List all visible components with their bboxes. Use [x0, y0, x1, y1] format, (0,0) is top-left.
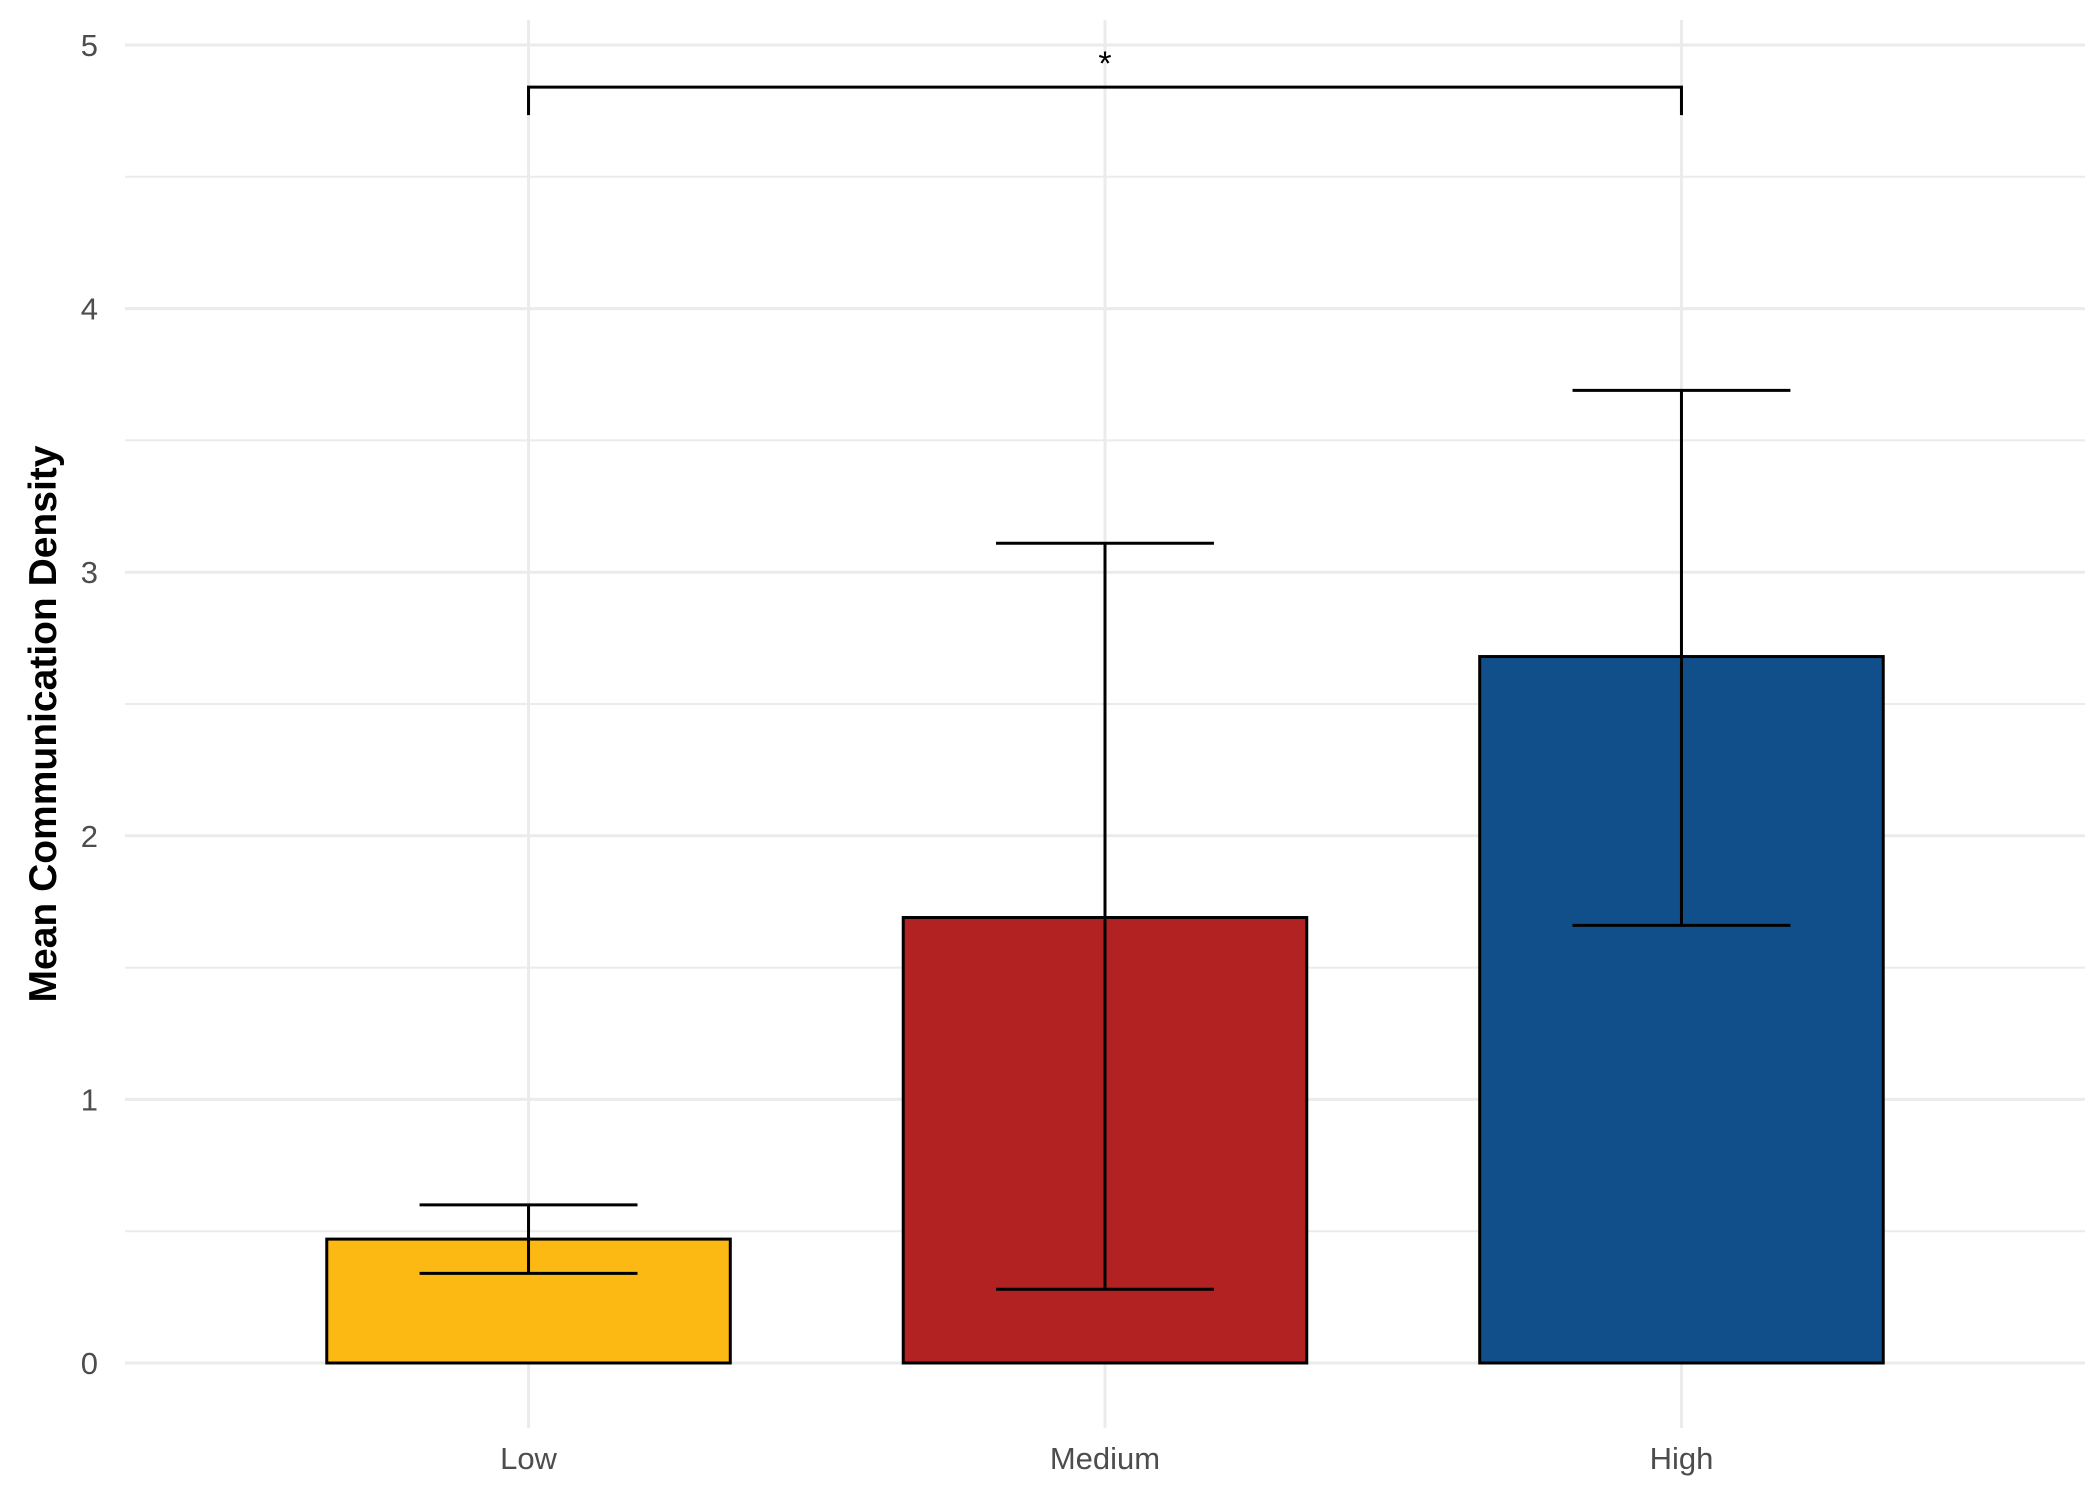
x-tick-label-medium: Medium: [1050, 1441, 1160, 1476]
y-axis-title: Mean Communication Density: [22, 445, 65, 1002]
significance-label: *: [1098, 45, 1111, 83]
error-bar-high: [1572, 388, 1791, 927]
error-bar-low: [419, 1203, 638, 1275]
significance-bracket: *: [527, 45, 1683, 116]
x-tick-label-high: High: [1650, 1441, 1714, 1476]
error-bars: [419, 388, 1791, 1291]
y-tick-label: 0: [81, 1346, 98, 1381]
error-bar-medium: [996, 541, 1214, 1291]
significance-bracket-line: [527, 85, 1683, 116]
y-tick-label: 1: [81, 1082, 98, 1117]
x-tick-label-low: Low: [500, 1441, 557, 1476]
tick-labels: 0 1 2 3 4 5 Low Medium High: [81, 28, 1714, 1476]
y-tick-label: 4: [81, 292, 98, 327]
y-tick-label: 5: [81, 28, 98, 63]
y-tick-label: 3: [81, 555, 98, 590]
y-tick-label: 2: [81, 819, 98, 854]
